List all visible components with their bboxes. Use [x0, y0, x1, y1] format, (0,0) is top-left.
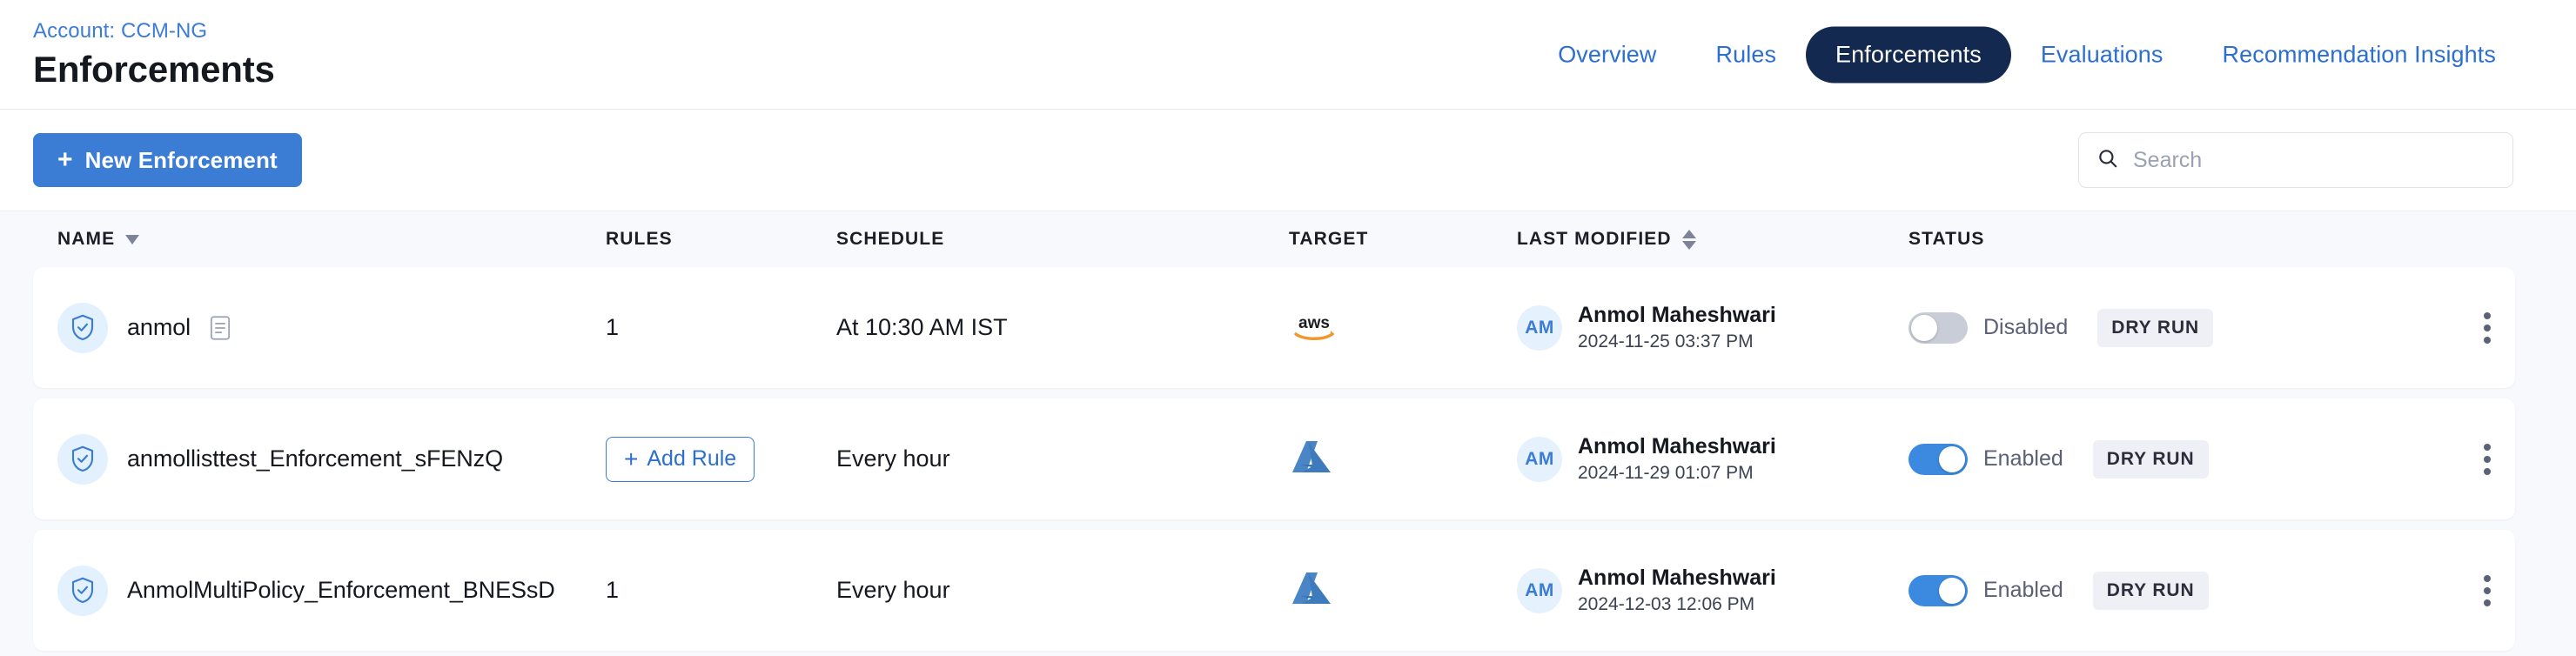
- avatar: AM: [1517, 436, 1562, 482]
- enforcements-table: NAME RULES SCHEDULE TARGET LAST MODIFIED…: [0, 211, 2576, 651]
- azure-logo-icon: [1289, 441, 1334, 479]
- table-row[interactable]: AnmolMultiPolicy_Enforcement_BNESsD 1 Ev…: [33, 530, 2515, 651]
- dry-run-badge: DRY RUN: [2092, 439, 2209, 479]
- schedule-text: Every hour: [836, 445, 950, 472]
- new-enforcement-label: New Enforcement: [84, 146, 278, 173]
- column-header-status-label: STATUS: [1909, 229, 1985, 249]
- status-label: Enabled: [1983, 446, 2063, 471]
- dry-run-badge: DRY RUN: [2092, 571, 2209, 610]
- kebab-menu-icon[interactable]: [2479, 570, 2496, 612]
- modified-by-name: Anmol Maheshwari: [1578, 303, 1776, 327]
- column-header-schedule-label: SCHEDULE: [836, 229, 945, 249]
- row-schedule-cell: Every hour: [836, 445, 1289, 472]
- row-name-cell: anmol: [57, 302, 606, 353]
- rules-count: 1: [606, 577, 620, 603]
- sort-descending-icon[interactable]: [125, 234, 140, 244]
- azure-logo-icon: [1289, 572, 1334, 611]
- row-schedule-cell: At 10:30 AM IST: [836, 314, 1289, 341]
- page-title: Enforcements: [33, 49, 275, 90]
- rules-count: 1: [606, 314, 620, 340]
- row-rules-cell: 1: [606, 577, 836, 604]
- tab-enforcements[interactable]: Enforcements: [1806, 26, 2011, 83]
- column-header-target-label: TARGET: [1289, 229, 1369, 249]
- row-target-cell: [1289, 569, 1517, 612]
- enforcement-name[interactable]: anmollisttest_Enforcement_sFENzQ: [127, 445, 503, 472]
- column-header-last-modified-label: LAST MODIFIED: [1517, 229, 1672, 249]
- search-box[interactable]: [2078, 132, 2513, 188]
- tab-evaluations[interactable]: Evaluations: [2040, 41, 2163, 67]
- column-header-rules: RULES: [606, 229, 836, 250]
- add-rule-button[interactable]: + Add Rule: [606, 436, 755, 482]
- header-title-block: Account: CCM-NG Enforcements: [33, 19, 275, 89]
- svg-text:aws: aws: [1298, 314, 1330, 332]
- status-toggle[interactable]: [1909, 574, 1968, 606]
- status-label: Enabled: [1983, 578, 2063, 602]
- search-input[interactable]: [2133, 147, 2495, 173]
- account-breadcrumb-link[interactable]: Account: CCM-NG: [33, 19, 208, 44]
- enforcement-name[interactable]: anmol: [127, 314, 191, 340]
- kebab-menu-icon[interactable]: [2479, 307, 2496, 349]
- row-last-modified-cell: AM Anmol Maheshwari 2024-11-25 03:37 PM: [1517, 303, 1909, 352]
- row-rules-cell: + Add Rule: [606, 436, 836, 482]
- shield-check-icon: [57, 302, 108, 353]
- tab-recommendation-insights[interactable]: Recommendation Insights: [2222, 41, 2496, 67]
- row-target-cell: [1289, 438, 1517, 480]
- row-last-modified-cell: AM Anmol Maheshwari 2024-11-29 01:07 PM: [1517, 434, 1909, 484]
- sort-toggle-icon[interactable]: [1681, 229, 1696, 250]
- modified-by-name: Anmol Maheshwari: [1578, 566, 1776, 590]
- modified-timestamp: 2024-11-25 03:37 PM: [1578, 331, 1754, 351]
- row-name-cell: AnmolMultiPolicy_Enforcement_BNESsD: [57, 565, 606, 616]
- note-icon[interactable]: [210, 315, 231, 340]
- status-toggle[interactable]: [1909, 443, 1968, 475]
- enforcement-name[interactable]: AnmolMultiPolicy_Enforcement_BNESsD: [127, 577, 555, 603]
- row-schedule-cell: Every hour: [836, 577, 1289, 604]
- dry-run-badge: DRY RUN: [2097, 308, 2214, 347]
- shield-check-icon: [57, 433, 108, 485]
- kebab-menu-icon[interactable]: [2479, 438, 2496, 480]
- column-header-last-modified[interactable]: LAST MODIFIED: [1517, 229, 1909, 250]
- row-status-cell: Enabled DRY RUN: [1909, 439, 2396, 479]
- row-rules-cell: 1: [606, 314, 836, 341]
- shield-check-icon: [57, 565, 108, 616]
- column-header-schedule: SCHEDULE: [836, 229, 1289, 250]
- modified-timestamp: 2024-11-29 01:07 PM: [1578, 463, 1754, 483]
- add-rule-label: Add Rule: [647, 446, 737, 471]
- aws-logo-icon: aws: [1289, 313, 1339, 343]
- row-target-cell: aws: [1289, 313, 1517, 343]
- schedule-text: Every hour: [836, 577, 950, 603]
- plus-icon: +: [57, 145, 73, 174]
- column-header-rules-label: RULES: [606, 229, 673, 249]
- table-row[interactable]: anmol 1 At 10:30 AM IST aws: [33, 267, 2515, 388]
- modified-timestamp: 2024-12-03 12:06 PM: [1578, 594, 1755, 614]
- column-header-target: TARGET: [1289, 229, 1517, 250]
- tab-rules[interactable]: Rules: [1715, 41, 1777, 67]
- page-header: Account: CCM-NG Enforcements Overview Ru…: [0, 0, 2576, 110]
- table-header-row: NAME RULES SCHEDULE TARGET LAST MODIFIED…: [33, 211, 2515, 267]
- row-last-modified-cell: AM Anmol Maheshwari 2024-12-03 12:06 PM: [1517, 566, 1909, 615]
- avatar: AM: [1517, 305, 1562, 351]
- column-header-status: STATUS: [1909, 229, 2396, 250]
- tab-overview[interactable]: Overview: [1558, 41, 1657, 67]
- table-toolbar: + New Enforcement: [0, 110, 2576, 211]
- table-row[interactable]: anmollisttest_Enforcement_sFENzQ + Add R…: [33, 398, 2515, 519]
- column-header-name[interactable]: NAME: [57, 229, 606, 250]
- row-status-cell: Enabled DRY RUN: [1909, 571, 2396, 610]
- schedule-text: At 10:30 AM IST: [836, 314, 1008, 340]
- row-status-cell: Disabled DRY RUN: [1909, 308, 2396, 347]
- column-header-name-label: NAME: [57, 229, 116, 249]
- search-icon: [2096, 147, 2119, 174]
- status-toggle[interactable]: [1909, 311, 1968, 344]
- modified-by-name: Anmol Maheshwari: [1578, 434, 1776, 459]
- primary-nav-tabs: Overview Rules Enforcements Evaluations …: [1528, 26, 2526, 83]
- row-name-cell: anmollisttest_Enforcement_sFENzQ: [57, 433, 606, 485]
- status-label: Disabled: [1983, 315, 2069, 339]
- avatar: AM: [1517, 567, 1562, 613]
- new-enforcement-button[interactable]: + New Enforcement: [33, 133, 302, 187]
- plus-icon: +: [624, 445, 639, 472]
